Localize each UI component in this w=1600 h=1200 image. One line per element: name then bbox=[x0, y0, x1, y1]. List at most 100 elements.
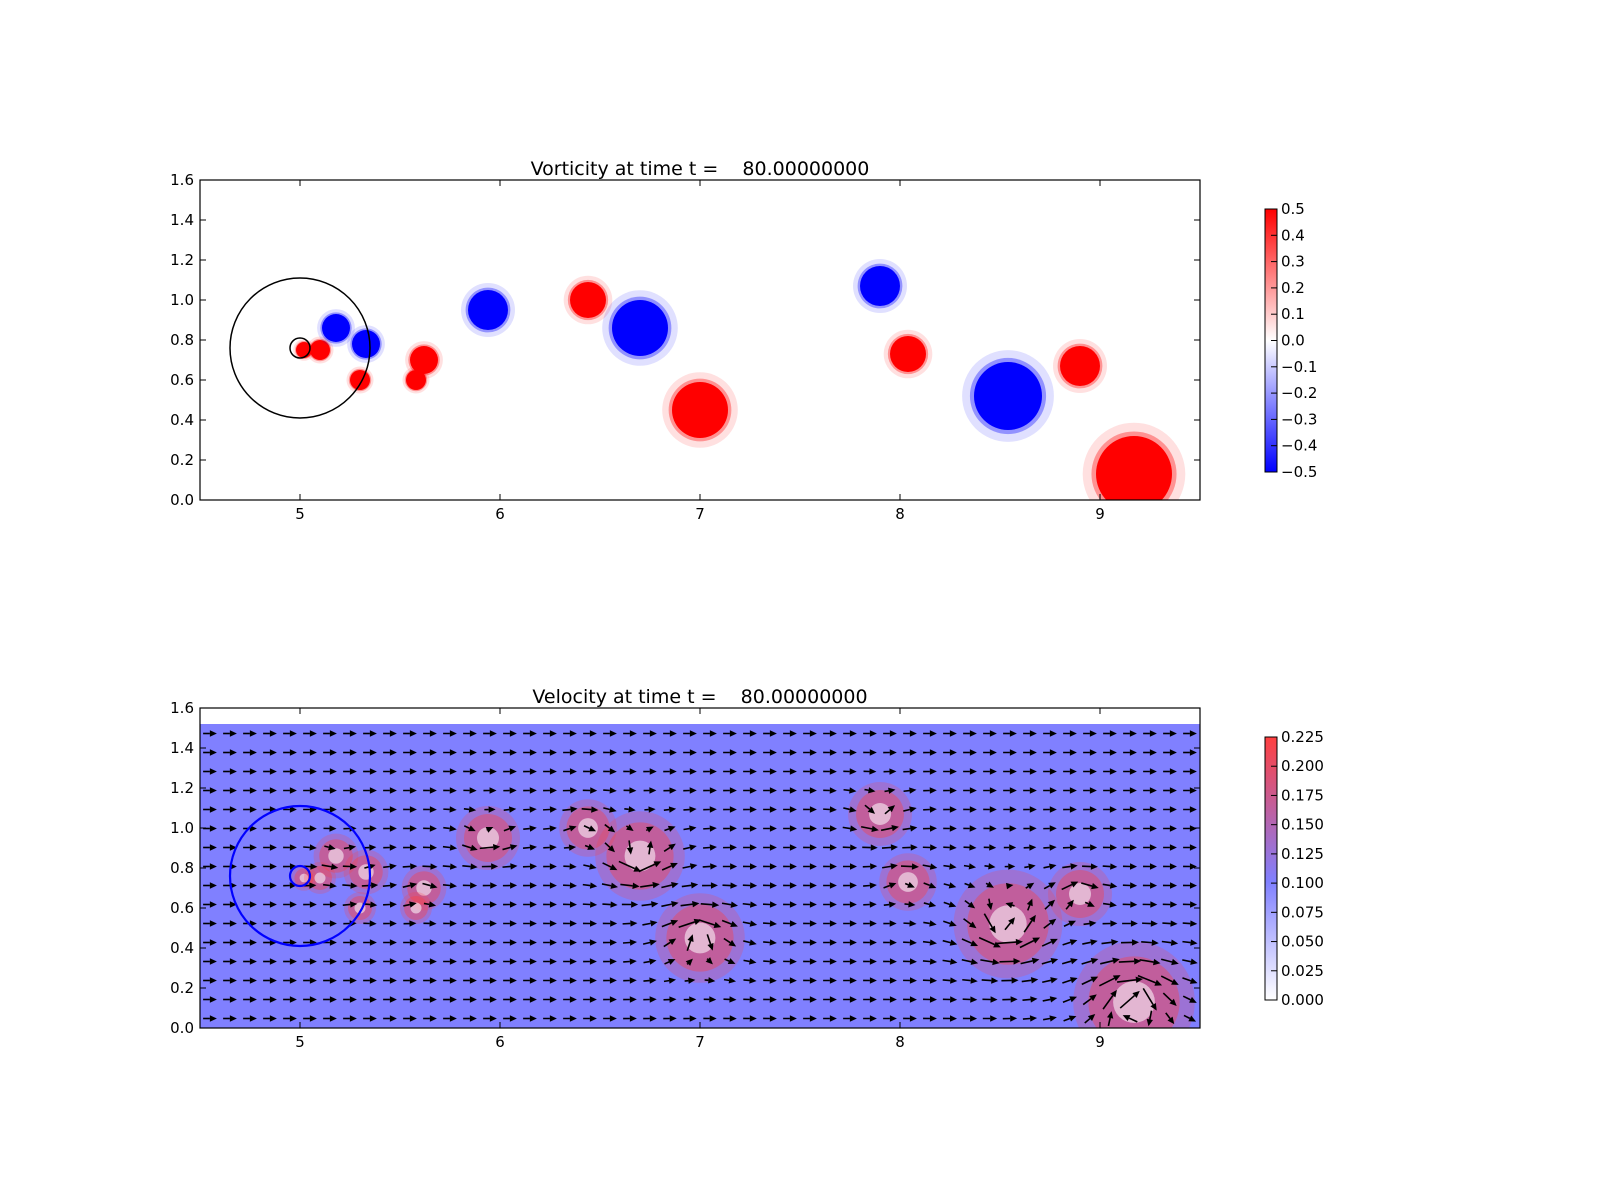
x-tick-label: 6 bbox=[495, 505, 505, 523]
quiver-arrow-head bbox=[849, 768, 857, 775]
quiver-arrow-head bbox=[289, 882, 297, 889]
quiver-arrow-head bbox=[289, 787, 297, 794]
quiver-arrow-head bbox=[609, 864, 618, 871]
quiver-arrow-shaft bbox=[1137, 974, 1156, 984]
speed-core bbox=[1069, 883, 1091, 905]
quiver-arrow-head bbox=[789, 958, 797, 965]
quiver-arrow-head bbox=[968, 921, 977, 929]
quiver-arrow-head bbox=[409, 882, 418, 889]
quiver-arrow-head bbox=[1169, 768, 1177, 775]
quiver-arrow-head bbox=[1031, 957, 1040, 965]
quiver-arrow-head bbox=[209, 901, 217, 908]
quiver-arrow-head bbox=[1169, 863, 1177, 870]
quiver-arrow-shaft bbox=[843, 788, 850, 792]
quiver-arrow-head bbox=[1150, 901, 1158, 908]
velocity-y-axis: 0.0 0.2 0.4 0.6 0.8 1.0 1.2 1.4 1.6 bbox=[170, 699, 1200, 1037]
quiver-arrow-head bbox=[629, 958, 637, 965]
quiver-arrow-head bbox=[1029, 806, 1037, 813]
quiver-arrow-head bbox=[229, 996, 237, 1003]
quiver-arrow-head bbox=[685, 958, 693, 966]
quiver-arrow-head bbox=[1029, 749, 1037, 756]
quiver-arrow-head bbox=[669, 1015, 677, 1022]
quiver-arrow-shaft bbox=[1182, 959, 1192, 963]
quiver-arrow-head bbox=[929, 977, 938, 984]
quiver-arrow-head bbox=[209, 1015, 217, 1022]
quiver-arrow-shaft bbox=[1062, 941, 1071, 946]
quiver-arrow-head bbox=[349, 768, 357, 775]
colorbar-tick-label: 0.3 bbox=[1281, 253, 1305, 271]
quiver-arrow-head bbox=[991, 977, 999, 984]
quiver-arrow-shaft bbox=[1084, 1017, 1091, 1024]
quiver-arrow-head bbox=[989, 925, 996, 934]
quiver-arrow-head bbox=[909, 825, 918, 832]
quiver-arrow-shaft bbox=[343, 846, 350, 850]
quiver-arrow-shaft bbox=[442, 884, 451, 887]
quiver-arrow-head bbox=[329, 882, 337, 889]
quiver-arrow-head bbox=[1011, 977, 1019, 984]
quiver-arrow-head bbox=[1091, 882, 1099, 890]
quiver-arrow-head bbox=[309, 901, 317, 908]
quiver-arrow-head bbox=[950, 996, 958, 1003]
quiver-arrow-head bbox=[449, 1015, 457, 1022]
quiver-arrow-head bbox=[809, 749, 817, 756]
quiver-arrow-head bbox=[569, 901, 577, 908]
quiver-arrow-head bbox=[529, 882, 537, 889]
quiver-arrow-head bbox=[949, 787, 957, 794]
quiver-arrow-head bbox=[949, 920, 957, 927]
quiver-arrow-shaft bbox=[604, 842, 611, 849]
vorticity-colorbar-ticks: 0.5 0.4 0.3 0.2 0.1 0.0 −0.1 −0.2 −0.3 −0.4 −0.5 bbox=[1271, 200, 1317, 481]
quiver-arrow-shaft bbox=[922, 940, 931, 944]
quiver-arrow-head bbox=[589, 958, 597, 965]
quiver-arrow-head bbox=[809, 939, 817, 946]
quiver-arrow-head bbox=[649, 939, 657, 946]
quiver-arrow-head bbox=[549, 920, 557, 927]
quiver-arrow-head bbox=[729, 844, 737, 851]
quiver-arrow-shaft bbox=[1043, 865, 1050, 869]
speed-core bbox=[684, 922, 716, 954]
quiver-arrow-head bbox=[289, 977, 297, 984]
quiver-arrow-shaft bbox=[981, 979, 992, 982]
quiver-arrow-head bbox=[668, 977, 677, 984]
vortex-core bbox=[410, 346, 438, 374]
quiver-arrow-shaft bbox=[1063, 922, 1070, 927]
quiver-arrow-head bbox=[1069, 825, 1077, 832]
quiver-arrow-head bbox=[809, 730, 817, 737]
quiver-arrow-head bbox=[729, 1015, 737, 1022]
quiver-arrow-head bbox=[829, 806, 837, 813]
quiver-arrow-head bbox=[529, 863, 538, 870]
quiver-arrow-shaft bbox=[883, 884, 891, 889]
quiver-arrow-head bbox=[1029, 825, 1037, 832]
quiver-arrow-head bbox=[389, 901, 397, 908]
quiver-arrow-head bbox=[869, 977, 877, 984]
speed-core bbox=[1113, 981, 1155, 1023]
quiver-arrow-head bbox=[869, 939, 877, 946]
quiver-arrow-head bbox=[609, 768, 617, 775]
quiver-arrow-shaft bbox=[1026, 904, 1031, 911]
quiver-arrow-head bbox=[485, 826, 494, 833]
quiver-arrow-shaft bbox=[663, 979, 670, 983]
quiver-arrow-head bbox=[569, 730, 577, 737]
quiver-arrow-head bbox=[491, 863, 499, 870]
quiver-arrow-shaft bbox=[884, 789, 889, 793]
quiver-arrow-head bbox=[909, 787, 917, 794]
quiver-arrow-head bbox=[269, 825, 277, 832]
vortex-core bbox=[310, 340, 330, 360]
quiver-arrow-shaft bbox=[622, 941, 631, 944]
quiver-arrow-head bbox=[588, 825, 597, 832]
quiver-arrow-head bbox=[889, 939, 897, 946]
quiver-arrow-head bbox=[993, 941, 1001, 948]
quiver-arrow-head bbox=[909, 939, 917, 946]
quiver-arrow-head bbox=[709, 806, 717, 813]
quiver-arrow-head bbox=[649, 730, 657, 737]
quiver-arrow-head bbox=[1189, 863, 1197, 870]
quiver-arrow-head bbox=[789, 768, 797, 775]
quiver-arrow-head bbox=[769, 844, 777, 851]
quiver-arrow-head bbox=[1069, 768, 1077, 775]
quiver-arrow-head bbox=[508, 825, 517, 832]
quiver-arrow-head bbox=[809, 996, 817, 1003]
quiver-arrow-head bbox=[469, 996, 477, 1003]
quiver-arrow-head bbox=[369, 825, 377, 832]
quiver-arrow-head bbox=[209, 977, 217, 984]
quiver-arrow-head bbox=[890, 844, 899, 851]
quiver-arrow-head bbox=[949, 844, 957, 851]
